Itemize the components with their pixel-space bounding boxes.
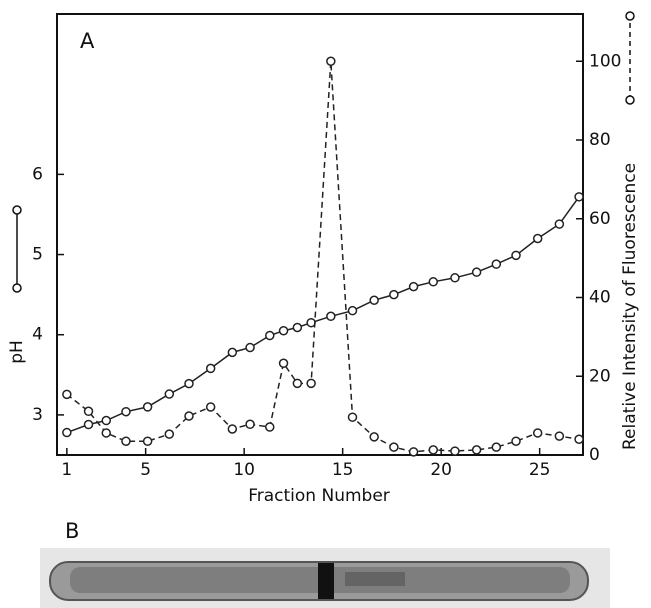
series-line — [66, 196, 580, 434]
data-point — [245, 342, 255, 353]
data-point — [511, 436, 521, 446]
panel-label: A — [80, 29, 95, 53]
data-point — [83, 406, 94, 417]
gel-photo — [40, 548, 610, 608]
data-point — [83, 419, 94, 430]
data-point — [184, 411, 194, 421]
data-point — [142, 436, 153, 446]
data-point — [278, 325, 289, 336]
data-point — [265, 330, 275, 341]
ph-legend-symbol — [12, 205, 22, 293]
data-point — [142, 402, 153, 412]
data-point — [574, 434, 584, 444]
data-point — [471, 445, 482, 455]
data-point — [450, 446, 460, 456]
data-point — [369, 295, 379, 305]
data-point — [389, 289, 399, 300]
fluorescence-legend-symbol — [625, 11, 635, 105]
data-point — [184, 378, 194, 389]
y-tick-label: 4 — [32, 325, 43, 345]
data-point — [491, 442, 502, 452]
x-axis-label: Fraction Number — [248, 486, 390, 506]
data-point — [408, 281, 419, 292]
y-tick-label: 5 — [32, 245, 43, 265]
data-point — [532, 428, 543, 438]
data-point — [511, 250, 521, 261]
data-point — [306, 378, 316, 389]
data-point — [369, 432, 379, 442]
data-point — [245, 419, 255, 430]
data-point — [428, 277, 439, 287]
series-line — [66, 61, 580, 453]
x-tick-label: 20 — [430, 460, 452, 480]
y-axis-label: pH — [7, 340, 27, 364]
data-point — [450, 273, 460, 283]
data-point — [532, 233, 543, 244]
data-point — [101, 415, 112, 426]
data-point — [347, 305, 358, 316]
data-point — [62, 389, 72, 400]
data-point — [164, 389, 175, 399]
y-tick-label: 3 — [32, 405, 43, 425]
data-point — [205, 402, 216, 412]
y2-tick-label: 80 — [589, 130, 611, 150]
data-point — [428, 445, 439, 455]
x-tick-label: 1 — [61, 460, 72, 480]
x-tick-label: 15 — [332, 460, 354, 480]
data-point — [554, 219, 565, 229]
data-point — [389, 442, 399, 452]
y2-tick-label: 100 — [589, 51, 621, 71]
plot-frame — [56, 13, 584, 456]
data-point — [326, 56, 336, 66]
data-point — [62, 427, 72, 438]
data-point — [121, 436, 131, 446]
data-point — [121, 406, 131, 417]
y2-axis-label: Relative Intensity of Fluorescence — [620, 163, 640, 450]
data-point — [164, 429, 175, 439]
data-point — [471, 267, 482, 277]
data-point — [101, 428, 112, 438]
data-point — [574, 192, 584, 202]
data-point — [408, 447, 419, 457]
data-point — [265, 422, 275, 432]
data-point — [554, 431, 565, 441]
y2-tick-label: 20 — [589, 366, 611, 386]
y2-tick-label: 0 — [589, 445, 600, 465]
y-tick-label: 6 — [32, 164, 43, 184]
x-tick-label: 5 — [140, 460, 151, 480]
data-point — [227, 424, 238, 434]
data-point — [227, 347, 238, 358]
data-point — [278, 358, 289, 369]
y2-tick-label: 60 — [589, 209, 611, 229]
data-point — [292, 322, 303, 333]
data-point — [292, 378, 303, 389]
data-point — [326, 311, 336, 322]
data-point — [347, 412, 358, 422]
data-point — [205, 363, 216, 374]
y2-tick-label: 40 — [589, 288, 611, 308]
panel-label: B — [65, 519, 79, 543]
x-tick-label: 25 — [529, 460, 551, 480]
data-point — [491, 259, 502, 269]
x-tick-label: 10 — [233, 460, 255, 480]
